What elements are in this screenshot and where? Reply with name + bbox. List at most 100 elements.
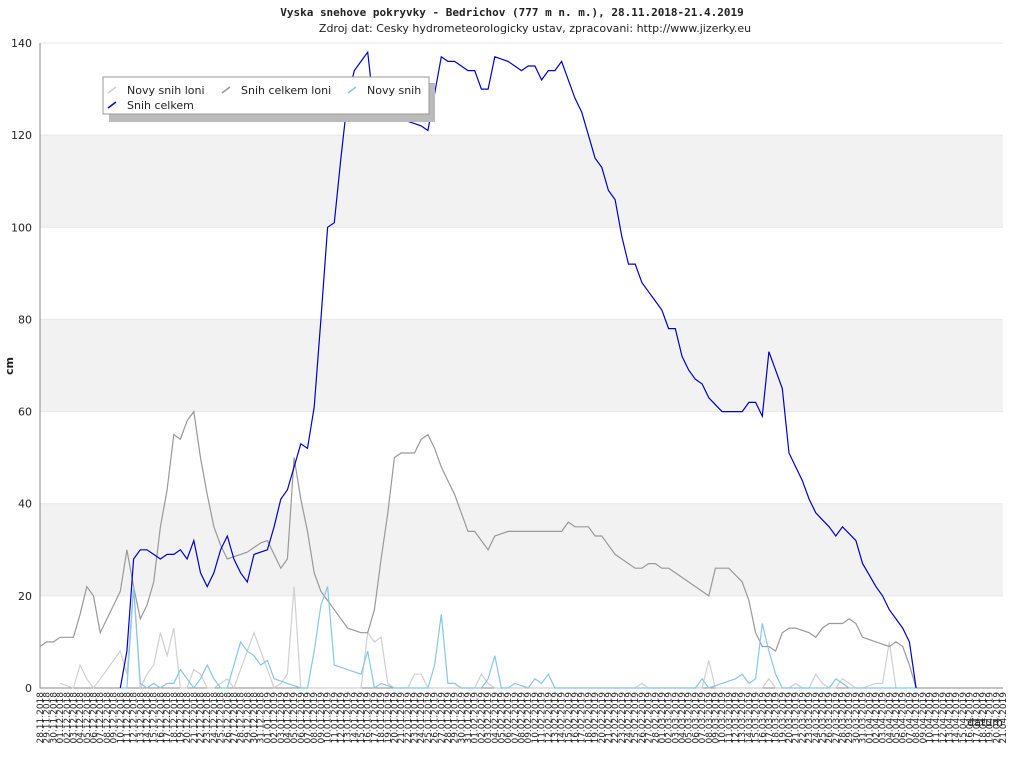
x-tick-label: 30.12.2018 xyxy=(250,692,260,744)
legend-swatch xyxy=(107,86,117,94)
x-tick-label: 30.03.2019 xyxy=(852,692,862,744)
x-tick-label: 18.03.2019 xyxy=(772,692,782,744)
x-tick-label: 25.12.2018 xyxy=(217,692,227,744)
x-tick-label: 03.12.2018 xyxy=(69,692,79,744)
x-tick-label: 20.02.2019 xyxy=(598,692,608,744)
x-tick-label: 11.03.2019 xyxy=(725,692,735,744)
x-tick-label: 05.04.2019 xyxy=(892,692,902,744)
x-tick-label: 26.01.2019 xyxy=(431,692,441,744)
x-tick-label: 15.04.2019 xyxy=(959,692,969,744)
x-tick-label: 25.01.2019 xyxy=(424,692,434,744)
x-tick-label: 28.12.2018 xyxy=(237,692,247,744)
x-tick-label: 29.03.2019 xyxy=(845,692,855,744)
x-tick-label: 12.04.2019 xyxy=(939,692,949,744)
x-tick-label: 19.04.2019 xyxy=(986,692,996,744)
series-line xyxy=(39,410,917,689)
x-tick-label: 27.03.2019 xyxy=(832,692,842,744)
x-tick-label: 13.01.2019 xyxy=(344,692,354,744)
x-tick-label: 23.02.2019 xyxy=(618,692,628,744)
x-tick-label: 04.04.2019 xyxy=(885,692,895,744)
x-tick-label: 02.04.2019 xyxy=(872,692,882,744)
legend-label: Novy snih xyxy=(367,84,421,97)
x-tick-label: 01.03.2019 xyxy=(658,692,668,744)
x-tick-label: 26.12.2018 xyxy=(223,692,233,744)
x-tick-label: 11.02.2019 xyxy=(538,692,548,744)
grid-band xyxy=(40,503,1003,596)
x-tick-label: 12.02.2019 xyxy=(544,692,554,744)
x-tick-label: 05.01.2019 xyxy=(290,692,300,744)
x-tick-label: 18.01.2019 xyxy=(377,692,387,744)
x-tick-label: 10.02.2019 xyxy=(531,692,541,744)
x-tick-label: 02.12.2018 xyxy=(63,692,73,744)
x-tick-label: 15.12.2018 xyxy=(150,692,160,744)
x-tick-label: 02.02.2019 xyxy=(477,692,487,744)
x-tick-label: 27.01.2019 xyxy=(437,692,447,744)
x-tick-label: 06.12.2018 xyxy=(90,692,100,744)
x-tick-label: 03.03.2019 xyxy=(671,692,681,744)
legend-swatch xyxy=(221,86,231,94)
x-tick-label: 23.12.2018 xyxy=(203,692,213,744)
x-tick-label: 30.01.2019 xyxy=(457,692,467,744)
x-tick-label: 20.03.2019 xyxy=(785,692,795,744)
x-tick-label: 30.11.2018 xyxy=(49,692,59,744)
x-tick-label: 29.01.2019 xyxy=(451,692,461,744)
x-tick-label: 28.01.2019 xyxy=(444,692,454,744)
x-tick-label: 15.02.2019 xyxy=(564,692,574,744)
x-tick-label: 31.03.2019 xyxy=(859,692,869,744)
x-tick-label: 15.03.2019 xyxy=(752,692,762,744)
x-tick-label: 14.04.2019 xyxy=(952,692,962,744)
x-tick-label: 24.02.2019 xyxy=(625,692,635,744)
x-tick-label: 01.12.2018 xyxy=(56,692,66,744)
x-tick-label: 14.12.2018 xyxy=(143,692,153,744)
x-tick-label: 16.02.2019 xyxy=(571,692,581,744)
x-axis-label: datum xyxy=(967,716,1003,729)
x-tick-label: 16.04.2019 xyxy=(966,692,976,744)
x-tick-label: 31.12.2018 xyxy=(257,692,267,744)
x-tick-label: 09.02.2019 xyxy=(524,692,534,744)
x-tick-label: 04.01.2019 xyxy=(283,692,293,744)
x-tick-label: 14.03.2019 xyxy=(745,692,755,744)
x-tick-label: 14.02.2019 xyxy=(558,692,568,744)
x-tick-label: 18.12.2018 xyxy=(170,692,180,744)
y-tick-label: 20 xyxy=(18,590,32,603)
legend-swatch xyxy=(347,86,357,94)
y-tick-label: 80 xyxy=(18,313,32,326)
x-tick-label: 28.02.2019 xyxy=(651,692,661,744)
x-tick-label: 20.12.2018 xyxy=(183,692,193,744)
x-tick-label: 02.01.2019 xyxy=(270,692,280,744)
x-tick-label: 19.03.2019 xyxy=(778,692,788,744)
x-tick-label: 17.02.2019 xyxy=(578,692,588,744)
y-tick-label: 120 xyxy=(11,129,32,142)
x-tick-label: 27.12.2018 xyxy=(230,692,240,744)
x-tick-label: 23.01.2019 xyxy=(411,692,421,744)
x-tick-label: 03.02.2019 xyxy=(484,692,494,744)
x-tick-label: 12.12.2018 xyxy=(130,692,140,744)
x-tick-label: 10.12.2018 xyxy=(116,692,126,744)
legend-label: Novy snih loni xyxy=(127,84,205,97)
x-tick-label: 07.03.2019 xyxy=(698,692,708,744)
x-tick-label: 25.03.2019 xyxy=(818,692,828,744)
legend-box xyxy=(102,76,430,115)
x-tick-label: 11.01.2019 xyxy=(330,692,340,744)
y-tick-label: 60 xyxy=(18,406,32,419)
x-tick-label: 21.12.2018 xyxy=(190,692,200,744)
x-tick-label: 11.12.2018 xyxy=(123,692,133,744)
x-tick-label: 03.04.2019 xyxy=(879,692,889,744)
x-tick-label: 16.01.2019 xyxy=(364,692,374,744)
x-tick-label: 04.02.2019 xyxy=(491,692,501,744)
x-tick-label: 22.03.2019 xyxy=(798,692,808,744)
y-tick-label: 0 xyxy=(25,682,32,695)
y-tick-label: 100 xyxy=(11,221,32,234)
x-tick-label: 09.12.2018 xyxy=(110,692,120,744)
x-tick-label: 10.04.2019 xyxy=(925,692,935,744)
chart-title: Vyska snehove pokryvky - Bedrichov (777 … xyxy=(280,6,744,19)
x-tick-label: 06.04.2019 xyxy=(899,692,909,744)
series-line xyxy=(120,586,917,690)
x-tick-label: 23.03.2019 xyxy=(805,692,815,744)
y-axis-label: cm xyxy=(3,357,16,375)
x-tick-label: 15.01.2019 xyxy=(357,692,367,744)
x-tick-label: 13.03.2019 xyxy=(738,692,748,744)
x-tick-label: 01.04.2019 xyxy=(865,692,875,744)
x-tick-label: 05.02.2019 xyxy=(497,692,507,744)
